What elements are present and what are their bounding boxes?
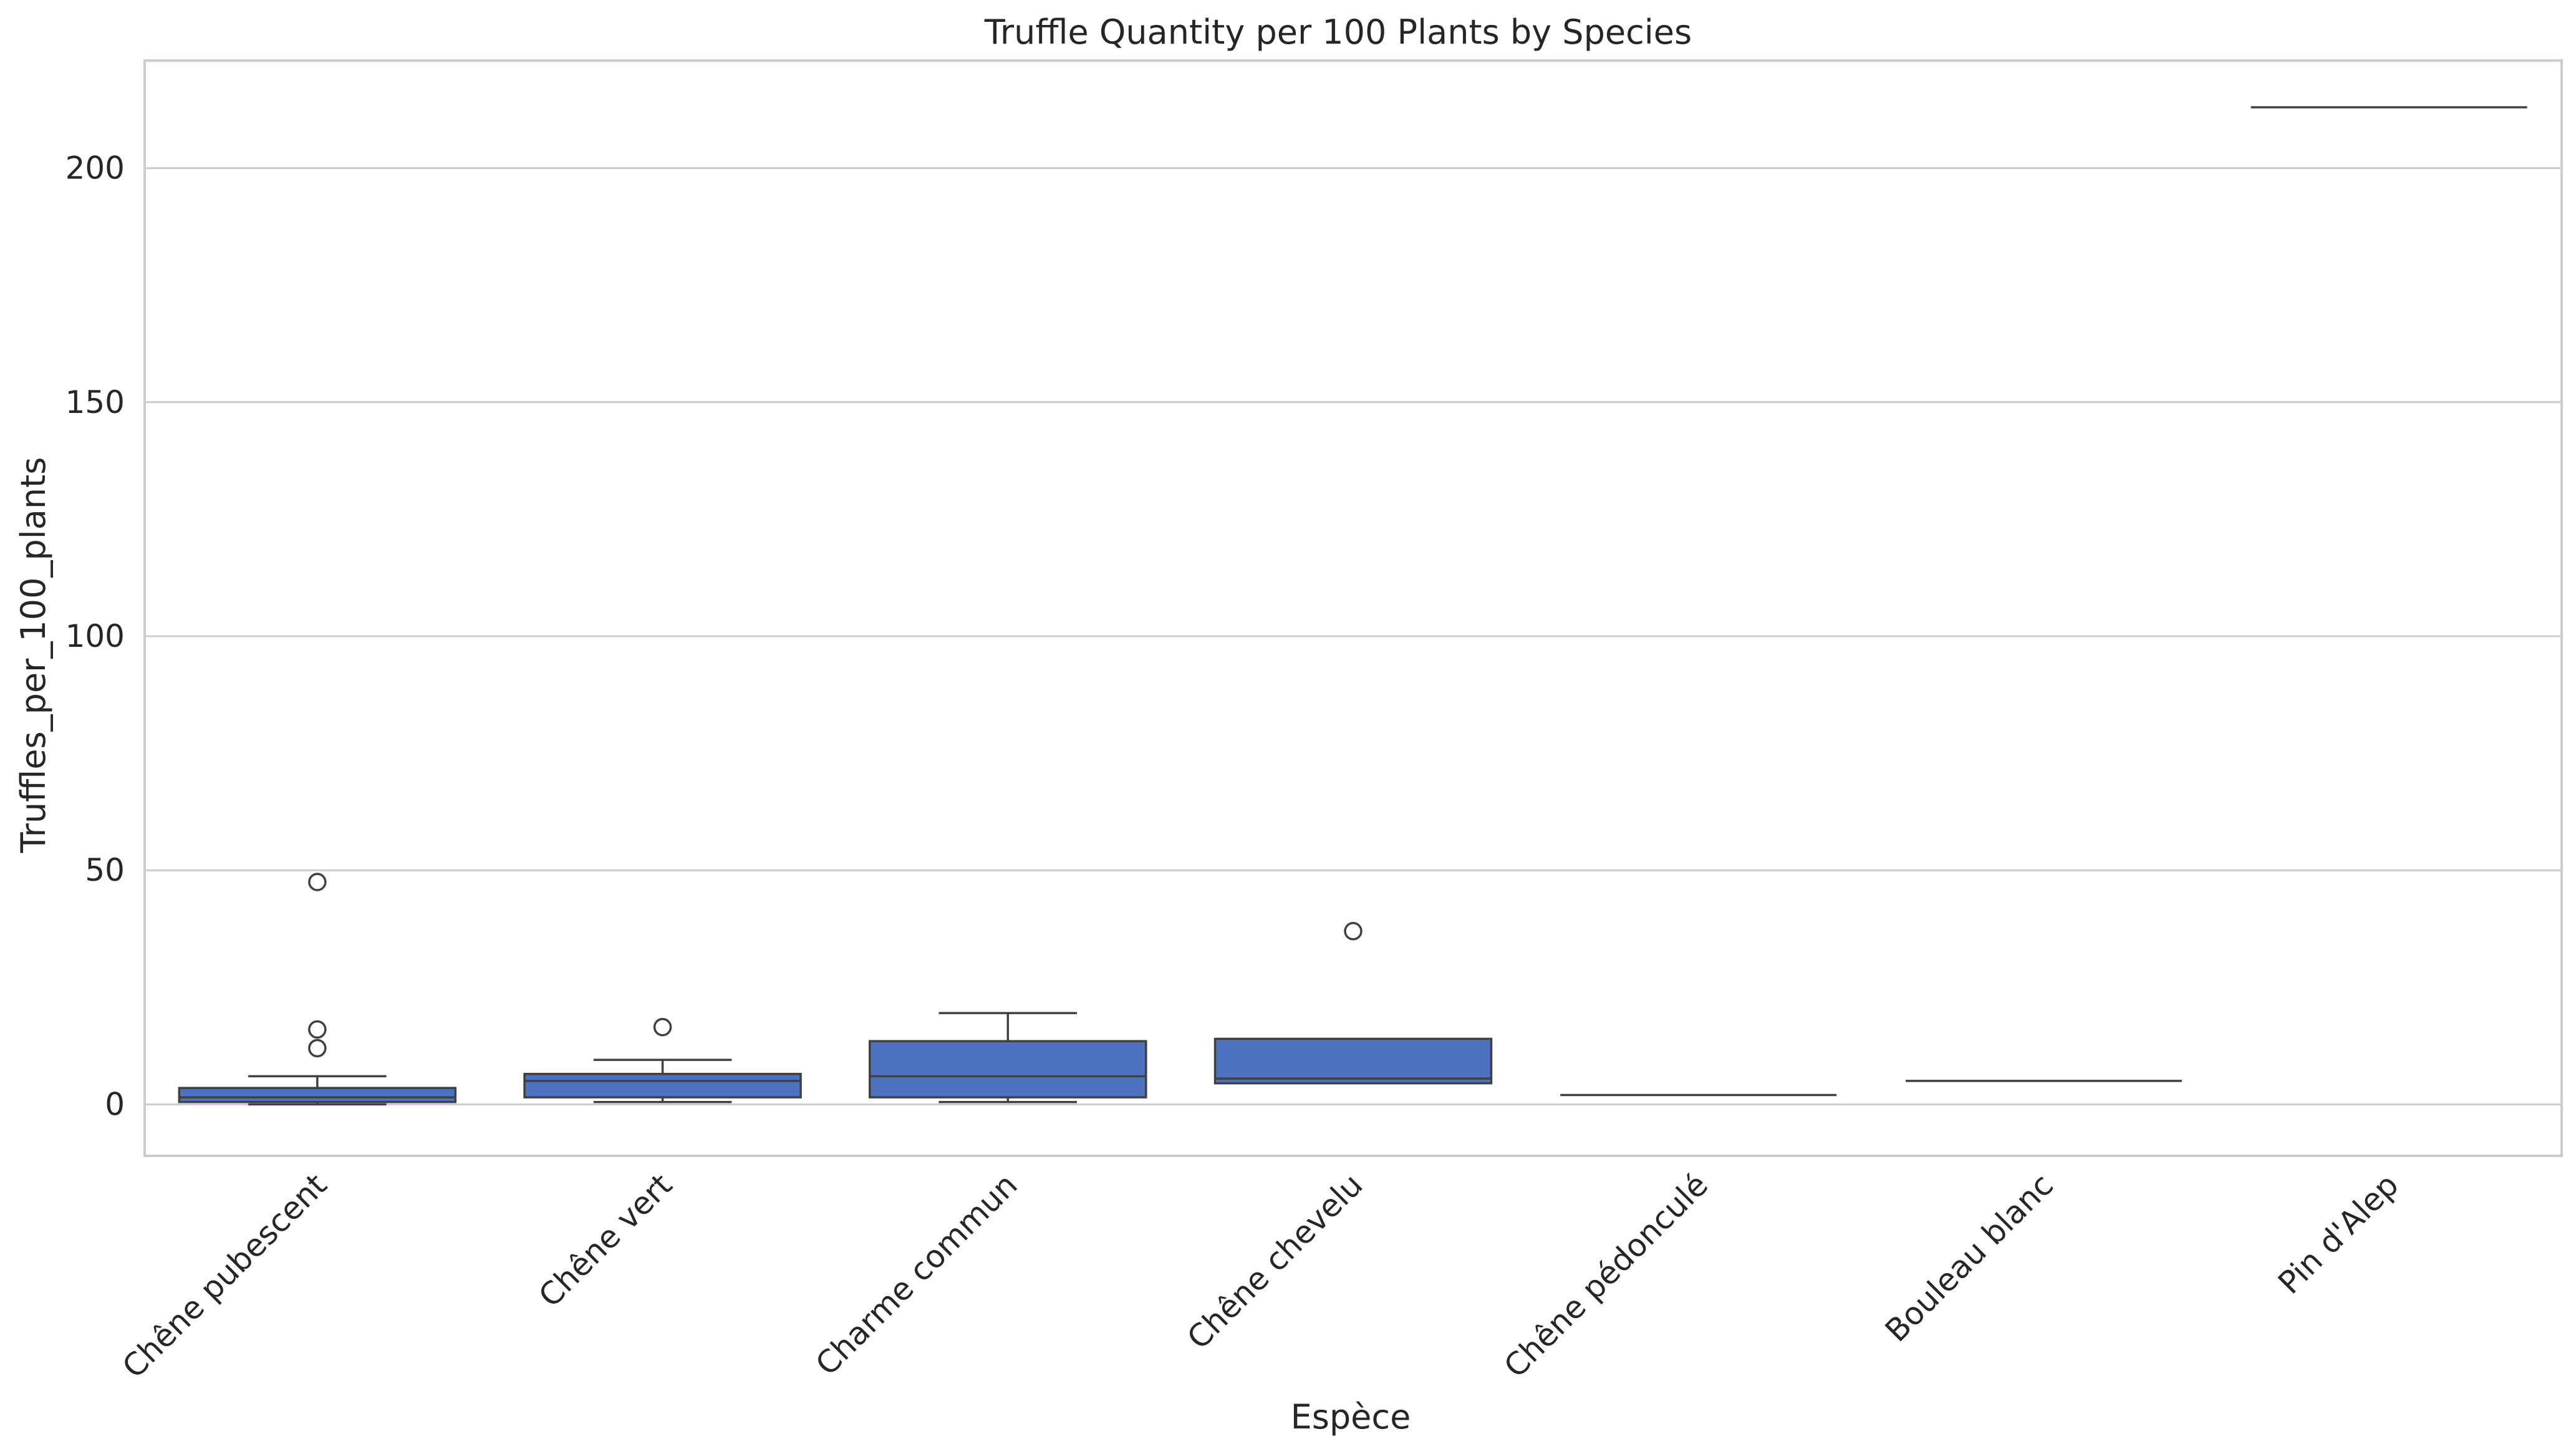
y-tick-label: 100	[65, 618, 125, 654]
grid-layer	[145, 167, 2562, 1105]
y-tick-label: 150	[65, 384, 125, 420]
box	[1213, 1037, 1493, 1085]
box-group	[1213, 922, 1493, 1085]
plot-frame	[143, 59, 2563, 1157]
outlier-point	[1344, 922, 1363, 941]
x-axis-label: Espèce	[1291, 1397, 1411, 1437]
outlier-point	[308, 873, 327, 891]
outlier-point	[653, 1017, 672, 1037]
y-tick-label: 50	[85, 852, 125, 888]
outlier-point	[308, 1020, 327, 1039]
y-tick-labels: 0 50 100 150 200	[65, 150, 125, 1123]
box-group	[178, 873, 457, 1106]
y-tick-label: 0	[105, 1086, 125, 1122]
outlier-point	[308, 1039, 327, 1058]
chart-title: Truffle Quantity per 100 Plants by Speci…	[984, 12, 1692, 52]
box-group	[869, 1012, 1147, 1103]
y-tick-label: 200	[65, 150, 125, 187]
box-group	[523, 1017, 802, 1103]
box	[523, 1072, 802, 1098]
box-layer	[178, 106, 2527, 1106]
box	[869, 1040, 1147, 1098]
y-axis-label: Truffles_per_100_plants	[14, 457, 53, 854]
box	[178, 1087, 457, 1103]
